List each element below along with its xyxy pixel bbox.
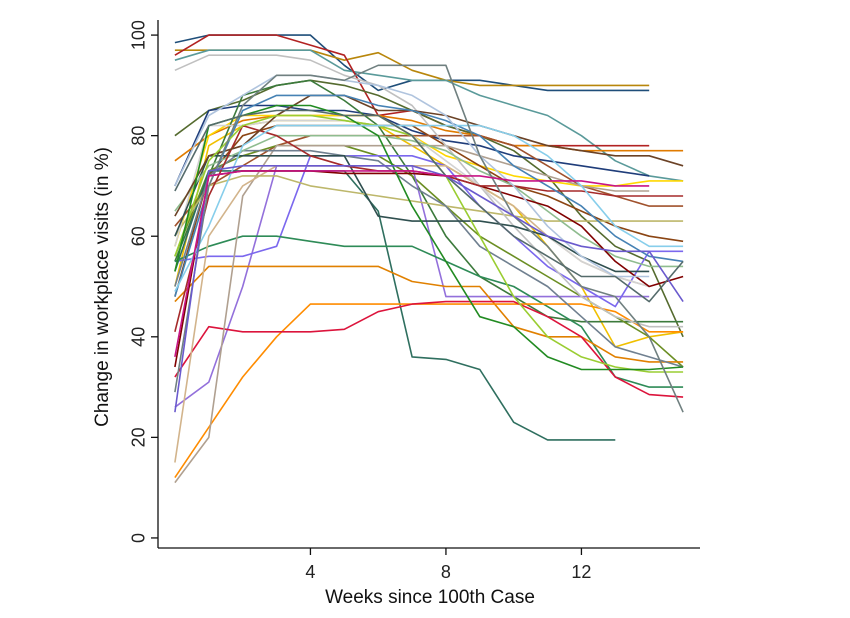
series-line-28 <box>174 134 684 268</box>
x-tick-label: 8 <box>441 562 451 582</box>
series-line-5 <box>174 79 684 338</box>
series-line-34 <box>174 104 684 371</box>
series-line-40 <box>174 170 650 358</box>
series-line-14 <box>174 165 650 408</box>
y-tick-label: 60 <box>128 226 148 246</box>
series-line-38 <box>174 109 684 303</box>
x-tick-label: 12 <box>571 562 591 582</box>
y-axis-ticks: 0 20 40 60 80 100 <box>128 20 158 543</box>
y-tick-label: 20 <box>128 427 148 447</box>
series-line-17 <box>174 235 684 388</box>
series-line-26 <box>174 149 684 368</box>
y-axis-title: Change in workplace visits (in %) <box>92 147 113 427</box>
series-layer <box>174 34 684 484</box>
series-line-37 <box>174 64 684 413</box>
series-line-3 <box>174 49 684 182</box>
series-line-35 <box>174 124 684 292</box>
series-line-29 <box>174 170 684 368</box>
series-line-10 <box>174 79 684 323</box>
series-line-1 <box>174 34 650 92</box>
series-line-18 <box>174 265 684 363</box>
y-tick-label: 0 <box>128 533 148 543</box>
series-line-20 <box>174 300 684 398</box>
x-tick-label: 4 <box>305 562 315 582</box>
series-line-39 <box>174 165 684 413</box>
y-tick-label: 80 <box>128 126 148 146</box>
x-axis-title: Weeks since 100th Case <box>325 587 535 608</box>
series-line-27 <box>174 155 650 273</box>
series-line-19 <box>174 303 684 479</box>
y-tick-label: 100 <box>128 20 148 50</box>
series-line-36 <box>174 74 650 278</box>
series-line-31 <box>174 94 684 217</box>
y-tick-label: 40 <box>128 327 148 347</box>
x-axis-ticks: 4 8 12 <box>305 548 591 582</box>
series-line-15 <box>174 155 684 308</box>
series-line-32 <box>174 94 684 297</box>
